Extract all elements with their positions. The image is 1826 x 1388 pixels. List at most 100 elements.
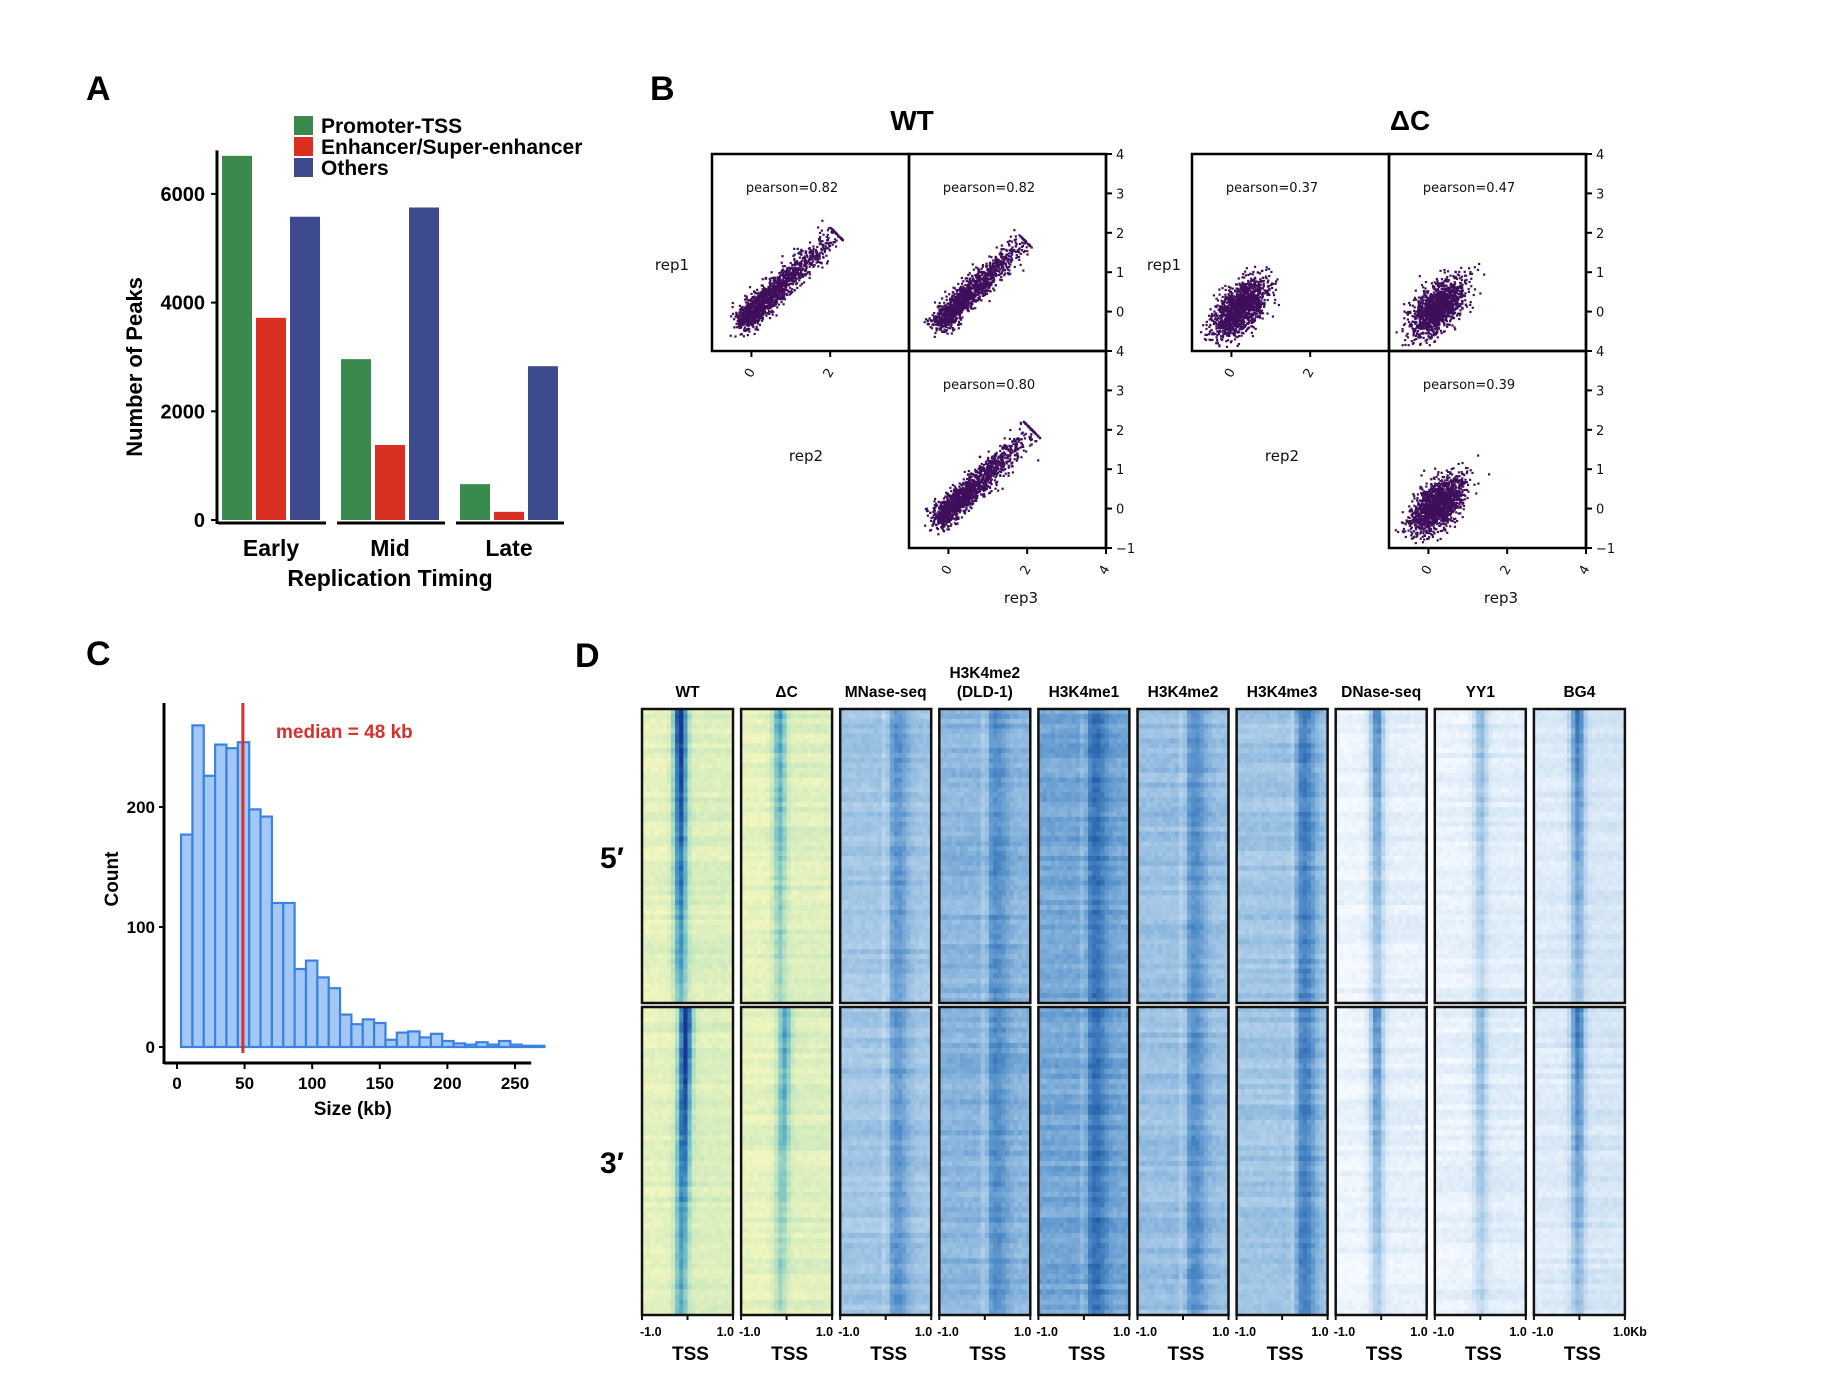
- scatter-point: [801, 250, 804, 253]
- scatter-point: [1015, 256, 1018, 260]
- scatter-point: [1019, 446, 1022, 449]
- scatter-point: [981, 292, 984, 295]
- scatter-point: [748, 310, 751, 313]
- scatter-point: [774, 293, 778, 297]
- scatter-point: [778, 285, 781, 288]
- scatter-point: [749, 321, 752, 324]
- scatter-point: [983, 275, 986, 278]
- scatter-point: [938, 317, 941, 320]
- scatter-point: [745, 311, 748, 314]
- scatter-point: [994, 258, 997, 261]
- scatter-point: [779, 280, 782, 283]
- scatter-point: [754, 299, 757, 302]
- scatter-point: [972, 277, 975, 280]
- scatter-point: [1002, 255, 1005, 259]
- scatter-point: [958, 317, 962, 320]
- scatter-point: [958, 511, 962, 514]
- scatter-point: [1002, 454, 1005, 457]
- scatter-point: [972, 298, 975, 302]
- scatter-point: [779, 287, 783, 290]
- scatter-point: [801, 272, 804, 276]
- scatter-point: [1011, 461, 1014, 464]
- scatter-point: [812, 255, 815, 258]
- scatter-point: [978, 286, 981, 289]
- y-tick-label: 1: [1116, 266, 1124, 281]
- scatter-point: [987, 468, 991, 471]
- scatter-point: [992, 271, 995, 274]
- scatter-point: [1029, 444, 1032, 447]
- scatter-point: [829, 226, 832, 230]
- scatter-point: [740, 312, 743, 315]
- scatter-point: [761, 307, 764, 310]
- scatter-point: [966, 291, 969, 294]
- scatter-point: [773, 276, 777, 279]
- scatter-point: [818, 231, 822, 235]
- scatter-point: [952, 294, 955, 298]
- scatter-point: [766, 298, 769, 301]
- scatter-point: [941, 505, 944, 508]
- scatter-point: [962, 290, 965, 294]
- scatter-point: [956, 303, 959, 306]
- scatter-point: [777, 281, 780, 284]
- scatter-point: [958, 314, 961, 317]
- scatter-point: [1267, 293, 1270, 296]
- scatter-point: [820, 248, 823, 252]
- scatter-point: [962, 306, 965, 309]
- scatter-point: [983, 274, 987, 277]
- scatter-point: [953, 485, 956, 488]
- scatter-point: [778, 287, 781, 290]
- scatter-point: [752, 313, 755, 316]
- y-tick-label: 2: [1116, 227, 1124, 242]
- scatter-point: [740, 317, 743, 320]
- scatter-point: [968, 285, 971, 288]
- scatter-point: [943, 328, 946, 331]
- scatter-point: [981, 286, 984, 290]
- scatter-point: [791, 279, 794, 282]
- scatter-point: [929, 325, 932, 329]
- scatter-point: [755, 325, 758, 328]
- scatter-point: [934, 512, 937, 515]
- scatter-point: [963, 289, 966, 292]
- scatter-point: [773, 304, 776, 307]
- scatter-point: [1013, 238, 1016, 242]
- scatter-point: [1027, 243, 1030, 246]
- scatter-point: [998, 455, 1001, 458]
- scatter-point: [962, 503, 965, 506]
- scatter-point: [757, 300, 760, 303]
- scatter-point: [1005, 249, 1008, 252]
- scatter-point: [1008, 269, 1011, 272]
- scatter-point: [988, 267, 992, 270]
- scatter-point: [766, 306, 769, 309]
- scatter-point: [747, 319, 750, 322]
- scatter-point: [744, 294, 747, 297]
- scatter-point: [975, 276, 978, 279]
- scatter-point: [943, 318, 946, 321]
- scatter-point: [943, 309, 946, 312]
- scatter-point: [744, 301, 748, 304]
- scatter-point: [981, 265, 984, 268]
- scatter-point: [946, 520, 949, 523]
- scatter-point: [791, 283, 795, 286]
- scatter-point: [801, 259, 804, 262]
- scatter-point: [812, 245, 815, 248]
- scatter-point: [990, 281, 993, 284]
- y-tick-label: 4: [1116, 148, 1124, 163]
- scatter-point: [943, 516, 946, 519]
- scatter-point: [959, 500, 962, 503]
- scatter-point: [941, 517, 944, 521]
- scatter-point: [978, 455, 981, 459]
- scatter-point: [934, 320, 937, 323]
- scatter-point: [812, 247, 815, 251]
- scatter-point: [1259, 278, 1262, 281]
- scatter-point: [957, 517, 960, 520]
- scatter-point: [758, 323, 762, 326]
- scatter-point: [1010, 451, 1013, 455]
- scatter-point: [1019, 438, 1022, 441]
- scatter-point: [770, 293, 773, 297]
- scatter-point: [952, 286, 955, 289]
- scatter-point: [747, 324, 750, 328]
- scatter-point: [793, 271, 796, 275]
- scatter-point: [783, 273, 786, 276]
- scatter-point: [792, 254, 795, 258]
- scatter-point: [945, 509, 948, 513]
